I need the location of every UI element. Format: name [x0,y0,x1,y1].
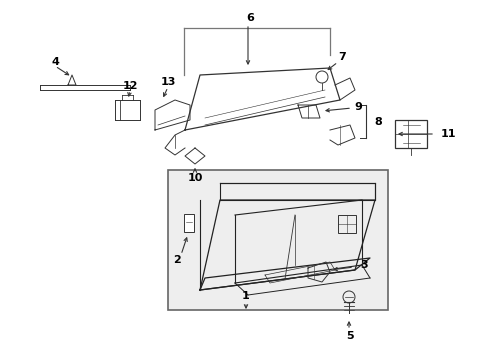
Bar [183,214,194,232]
Bar [168,170,387,310]
Text: 13: 13 [160,77,175,87]
Bar [394,120,426,148]
Text: 9: 9 [353,102,361,112]
Text: 5: 5 [346,331,353,341]
Bar [337,215,355,233]
Text: 11: 11 [440,129,456,139]
Text: 7: 7 [337,52,345,62]
Text: 1: 1 [242,291,249,301]
Text: 10: 10 [187,173,202,183]
Text: 12: 12 [122,81,138,91]
Text: 8: 8 [373,117,381,127]
Text: 2: 2 [173,255,181,265]
Text: 6: 6 [245,13,253,23]
Text: 3: 3 [359,260,367,270]
Text: 4: 4 [51,57,59,67]
